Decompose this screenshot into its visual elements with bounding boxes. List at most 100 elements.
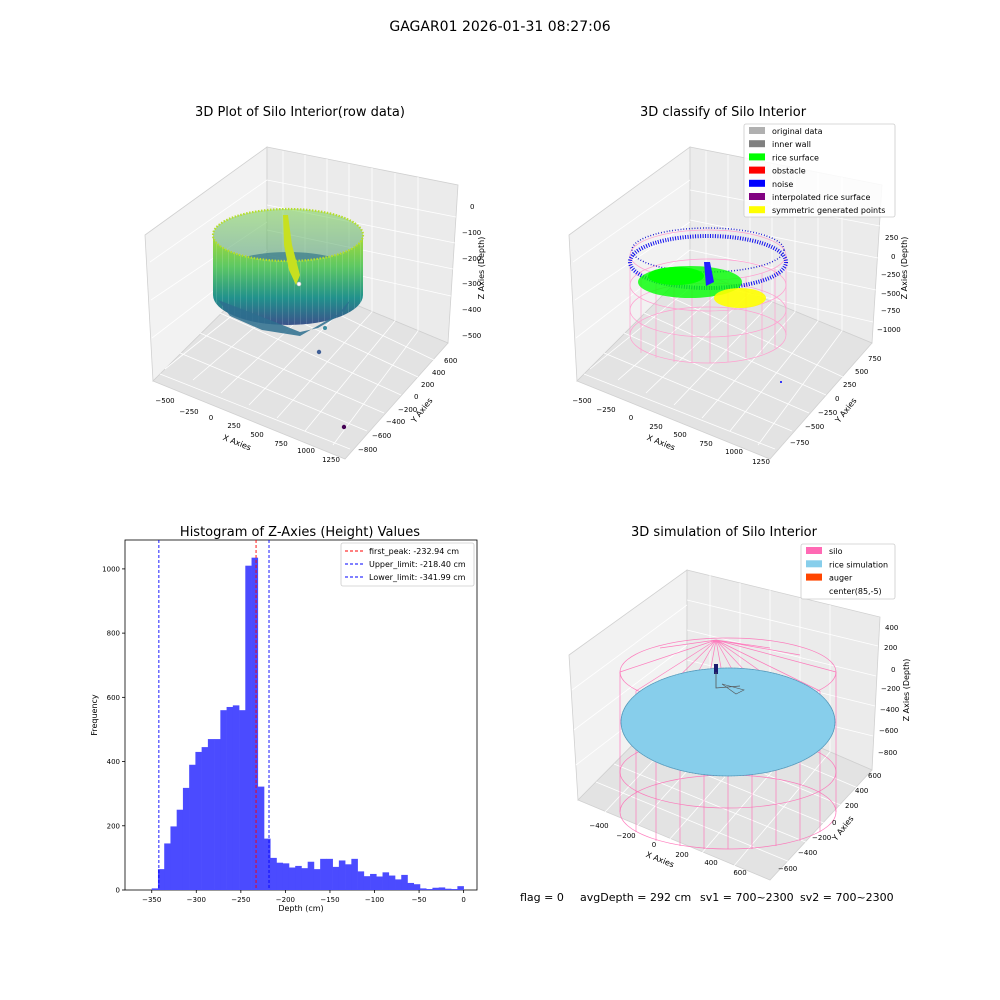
z-tick-label: 400 [885,624,898,632]
x-tick-label: −250 [596,406,615,414]
histogram-bar [370,873,377,890]
z-tick-label: 250 [885,234,898,242]
histogram-bar [245,565,252,890]
panel-simulation: 3D simulation of Silo Interior [520,525,911,904]
histogram-bar [426,889,433,890]
x-axis-label: X Axies [645,850,676,869]
panel-classify: 3D classify of Silo Interior [568,105,909,466]
panel-1-title: 3D Plot of Silo Interior(row data) [195,105,405,120]
histogram-bar [307,861,315,890]
y-axis-ticks: −800 −600 −400 −200 0 200 400 600 [358,357,457,454]
status-line: flag = 0 avgDepth = 292 cm sv1 = 700~230… [520,891,894,904]
x-axis-label: Depth (cm) [278,904,323,913]
x-tick-label: −150 [320,896,339,904]
y-tick-label: −500 [805,423,824,431]
panel-3-title: Histogram of Z-Axies (Height) Values [180,525,420,540]
histogram-bar [220,710,227,890]
x-axis-ticks: −500 −250 0 250 500 750 1000 1250 [155,397,340,464]
legend-box [743,123,896,218]
histogram-bar [207,739,215,890]
x-tick-label: 400 [704,859,717,867]
legend-swatch [806,547,822,554]
x-tick-label: −250 [231,896,250,904]
z-tick-label: 0 [470,203,474,211]
histogram-bar [276,862,284,890]
x-axis-label: X Axies [646,433,677,452]
x-axis-ticks: −500 −250 0 250 500 750 1000 1250 [572,397,770,466]
histogram-bar [438,887,446,890]
histogram-bar [288,867,296,890]
z-tick-label: −750 [881,307,900,315]
legend-label: obstacle [772,167,806,176]
y-tick-label: 800 [107,630,120,638]
histogram-bar [413,884,421,890]
histogram-bar [313,869,321,890]
obstacle-points [704,262,714,286]
legend-swatch [806,560,822,568]
x-tick-label: 200 [675,851,688,859]
cylinder-rim [211,207,365,263]
histogram-bar [226,706,234,890]
histogram-bar [176,809,184,890]
histogram-bar [419,888,427,890]
y-tick-label: 0 [832,819,836,827]
legend-label: symmetric generated points [772,206,885,215]
y-tick-label: 500 [855,368,868,376]
x-tick-label: 750 [699,440,712,448]
z-tick-label: −200 [881,685,900,693]
histogram-bar [432,887,439,890]
outlier-point [323,326,327,330]
rice-simulation-mesh [620,667,836,777]
legend-label: Lower_limit: -341.99 cm [369,573,466,582]
x-tick-label: 750 [274,440,287,448]
legend-box [340,542,475,587]
histogram-bar [195,751,202,890]
inner-wall-points [631,227,785,273]
histogram-bar [351,858,358,890]
x-tick-label: 1000 [725,448,743,456]
reference-lines [158,540,270,890]
histogram-bar [338,860,346,890]
histogram-bar [157,869,165,890]
panel-2-title: 3D classify of Silo Interior [640,105,807,120]
z-tick-label: −100 [462,229,481,237]
x-tick-label: 500 [250,431,263,439]
histogram-bar [376,876,383,890]
histogram-bar [357,871,365,890]
y-tick-label: 200 [845,802,858,810]
symmetric-generated-points [714,288,766,308]
y-axis-label: Frequency [90,694,99,736]
y-tick-label: −400 [386,418,405,426]
histogram-bar [451,889,458,890]
y-axis-ticks: 0 200 400 600 800 1000 [102,565,125,895]
y-tick-label: 600 [107,694,120,702]
x-axis-ticks: −350 −300 −250 −200 −150 −100 −50 0 [142,890,466,904]
x-tick-label: 1000 [297,447,315,455]
x-tick-label: 0 [461,896,465,904]
x-tick-label: 0 [652,841,656,849]
x-axis-ticks: −400 −200 0 200 400 600 [589,822,746,877]
x-tick-label: −250 [179,408,198,416]
panel-raw-data: 3D Plot of Silo Interior(row data) [144,105,486,464]
x-tick-label: −200 [616,832,635,840]
y-tick-label: 1000 [102,565,120,573]
x-tick-label: 1250 [322,456,340,464]
legend-label: silo [829,547,843,556]
histogram-bar [232,705,240,890]
legend-classify: original data inner wall rice surface obsta… [743,123,896,218]
legend-label: first_peak: -232.94 cm [369,547,459,556]
histogram-bar [320,858,327,890]
histogram-bar [239,710,246,890]
y-tick-label: 750 [868,355,881,363]
legend-label: auger [829,574,853,583]
noise-wall-points [628,234,788,290]
z-axis-label: Z Axies (Depth) [477,237,486,300]
y-tick-label: −400 [798,849,817,857]
x-tick-label: −100 [365,896,384,904]
legend-label: inner wall [772,140,811,149]
y-tick-label: −600 [372,432,391,440]
x-tick-label: −500 [155,397,174,405]
auger [714,664,745,695]
z-tick-label: −500 [881,290,900,298]
